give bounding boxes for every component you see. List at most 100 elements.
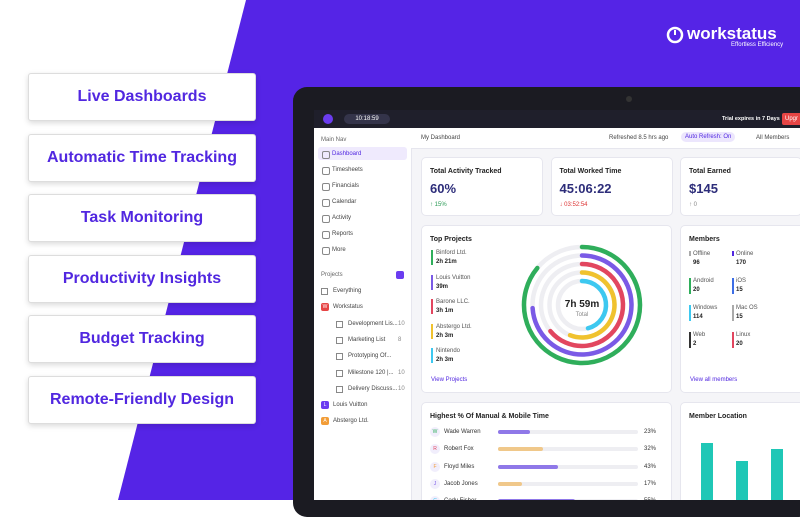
auto-refresh[interactable]: Auto Refresh: On <box>681 132 736 142</box>
refresh-status[interactable]: Refreshed 8.5 hrs ago <box>609 135 669 141</box>
member-marker <box>732 278 734 294</box>
location-bar <box>736 461 748 500</box>
project-icon <box>336 336 343 344</box>
member-label: Web <box>693 332 706 338</box>
timer[interactable]: 10:18:59 <box>344 114 390 124</box>
member-label: Windows <box>693 305 718 311</box>
member-value: 114 <box>693 314 703 320</box>
nav-item[interactable]: Reports <box>332 231 354 237</box>
ring-center-label: Total <box>575 312 589 318</box>
project-badge: A <box>321 417 329 426</box>
nav-item[interactable]: Financials <box>332 183 360 189</box>
stat-value: $145 <box>689 181 718 196</box>
percent-bar <box>498 430 531 434</box>
member-marker <box>689 278 691 294</box>
nav-item[interactable]: More <box>332 247 346 253</box>
member-marker <box>732 251 734 256</box>
member-value: 2 <box>693 341 697 347</box>
project-name: Nintendo <box>436 348 461 354</box>
add-project[interactable] <box>396 271 404 279</box>
percent-track <box>498 481 638 486</box>
project-item[interactable]: Prototyping Of... <box>348 353 392 360</box>
feature-button: Productivity Insights <box>28 254 256 303</box>
location-bar <box>771 449 783 500</box>
member-label: Mac OS <box>736 305 758 311</box>
stat-card: Total Activity Tracked 60% ↑ 15% <box>421 157 543 216</box>
project-legend-bar <box>431 274 433 290</box>
top-projects-card: Top Projects Binford Ltd. 2h 21m Louis Vuit… <box>421 225 672 393</box>
card-title: Members <box>689 236 720 243</box>
nav-icon <box>322 231 330 239</box>
stat-value: 60% <box>430 181 457 196</box>
percent-bar <box>498 481 522 486</box>
view-projects-link[interactable]: View Projects <box>431 377 468 383</box>
percent-label: 55% <box>644 498 656 500</box>
project-icon <box>336 369 343 377</box>
project-name: Binford Ltd. <box>436 250 467 256</box>
member-value: 20 <box>693 287 700 293</box>
brand-tagline: Effortless Efficiency <box>731 42 784 48</box>
members-filter[interactable]: All Members <box>756 135 790 141</box>
project-name: Abstergo Ltd. <box>436 323 472 330</box>
stat-delta: ↑ 0 <box>689 202 698 208</box>
project-item[interactable]: Delivery Discuss... <box>348 385 398 392</box>
project-time: 2h 21m <box>436 259 457 265</box>
stat-title: Total Earned <box>689 168 731 175</box>
nav-icon <box>322 151 330 159</box>
nav-item[interactable]: Calendar <box>332 199 357 205</box>
avatar: C <box>430 496 440 500</box>
card-title: Highest % Of Manual & Mobile Time <box>430 413 549 420</box>
percent-label: 32% <box>644 446 657 453</box>
project-rings <box>521 244 643 366</box>
upgrade-button[interactable]: Upgr <box>782 113 800 125</box>
project-item[interactable]: Workstatus <box>333 304 363 311</box>
nav-item[interactable]: Timesheets <box>332 167 363 173</box>
project-name: Barone LLC. <box>436 299 470 305</box>
avatar: R <box>430 444 440 455</box>
nav-item[interactable]: Dashboard <box>332 151 362 157</box>
project-time: 39m <box>436 283 449 290</box>
project-count: 10 <box>398 320 405 327</box>
project-name: Louis Vuitton <box>436 274 471 281</box>
project-legend-bar <box>431 250 433 265</box>
nav-icon <box>322 199 330 207</box>
member-value: 170 <box>736 260 747 266</box>
logo-icon <box>666 26 688 48</box>
nav-item[interactable]: Activity <box>332 215 352 221</box>
percent-bar <box>498 447 543 452</box>
stat-value: 45:06:22 <box>559 181 612 196</box>
project-item[interactable]: Everything <box>333 288 362 294</box>
project-time: 3h 1m <box>436 308 454 314</box>
feature-button: Remote-Friendly Design <box>28 375 256 424</box>
view-members-link[interactable]: View all members <box>690 377 738 383</box>
nav-icon <box>322 247 330 255</box>
avatar: F <box>430 461 440 472</box>
member-name: Jacob Jones <box>444 480 478 487</box>
member-marker <box>689 251 691 256</box>
project-item[interactable]: Louis Vuitton <box>333 402 368 409</box>
feature-button: Live Dashboards <box>28 73 256 121</box>
dashboard-select[interactable]: My Dashboard <box>421 135 461 141</box>
member-label: Offline <box>693 251 711 257</box>
ring-arc <box>548 261 626 349</box>
member-name: Wade Warren <box>444 429 481 435</box>
nav-active <box>318 147 407 160</box>
camera <box>626 96 632 102</box>
page: workstatus Effortless Efficiency Live Da… <box>28 0 800 517</box>
project-item[interactable]: Development Lis... <box>348 320 398 327</box>
project-count: 10 <box>398 369 405 376</box>
project-item[interactable]: Abstergo Ltd. <box>333 418 369 425</box>
avatar: W <box>430 427 440 437</box>
project-legend-bar <box>431 348 433 363</box>
project-time: 2h 3m <box>436 332 454 339</box>
project-badge: L <box>321 401 329 410</box>
project-item[interactable]: Milestone 120 |... <box>348 369 394 376</box>
project-icon <box>336 385 343 393</box>
project-item[interactable]: Marketing List <box>348 336 386 343</box>
percent-label: 43% <box>644 463 657 470</box>
nav-section: Main Nav <box>321 137 347 143</box>
ring-arc <box>567 270 617 340</box>
nav-icon <box>322 167 330 175</box>
member-marker <box>689 332 691 348</box>
member-label: Online <box>736 251 754 257</box>
